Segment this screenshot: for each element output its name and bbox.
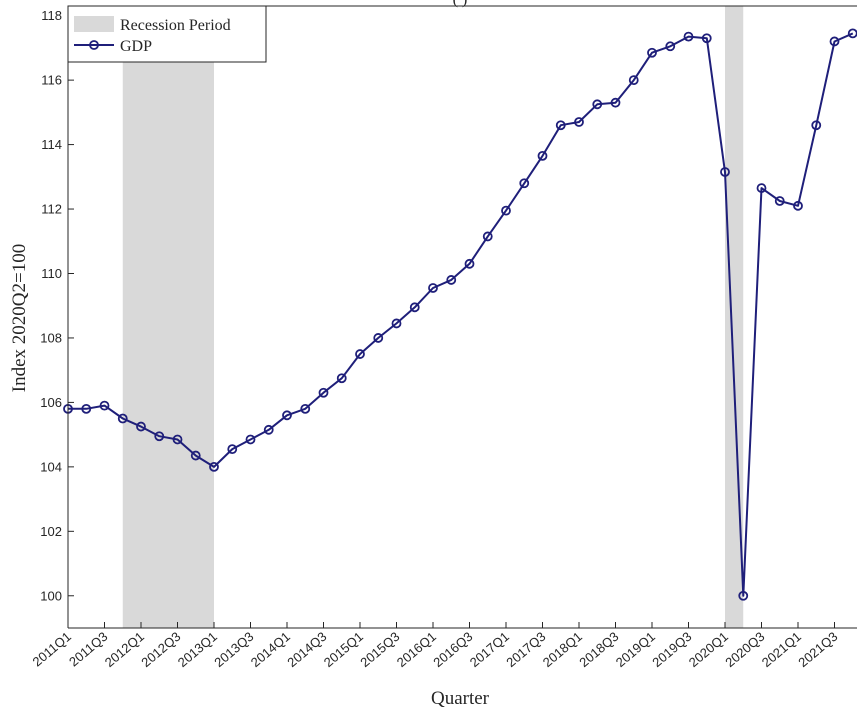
gdp-point-2013Q3 bbox=[245, 434, 256, 445]
gdp-point-2016Q4 bbox=[482, 231, 493, 242]
x-tick-label: 2020Q1 bbox=[686, 629, 731, 670]
x-tick-label: 2016Q1 bbox=[394, 629, 439, 670]
gdp-point-2017Q1 bbox=[501, 205, 511, 216]
gdp-point-2013Q2 bbox=[227, 444, 238, 455]
gdp-point-2020Q3 bbox=[756, 183, 767, 193]
y-axis-title: Index 2020Q2=100 bbox=[9, 244, 30, 392]
gdp-point-2018Q2 bbox=[592, 99, 603, 110]
legend-box bbox=[67, 5, 267, 63]
x-tick-label: 2021Q1 bbox=[759, 629, 804, 670]
gdp-point-2012Q4 bbox=[190, 450, 201, 461]
y-tick-label: 102 bbox=[40, 524, 62, 539]
recession-band-1 bbox=[122, 6, 214, 628]
legend: Recession Period GDP bbox=[67, 5, 267, 63]
x-axis-title: Quarter bbox=[431, 688, 490, 709]
gdp-point-2019Q1 bbox=[647, 47, 657, 58]
gdp-point-2021Q1 bbox=[793, 200, 803, 211]
gdp-point-2016Q2 bbox=[446, 275, 457, 285]
gdp-point-2011Q2 bbox=[81, 403, 92, 414]
x-tick-label: 2020Q3 bbox=[722, 629, 767, 670]
gdp-point-2015Q2 bbox=[373, 333, 384, 343]
gdp-point-2015Q4 bbox=[409, 302, 420, 313]
x-tick-label: 2017Q1 bbox=[467, 629, 512, 670]
x-tick-label: 2012Q3 bbox=[138, 629, 183, 670]
x-tick-label: 2018Q1 bbox=[540, 629, 585, 670]
y-axis-ticks: 100 102 104 106 108 110 112 114 116 118 bbox=[40, 8, 74, 603]
x-tick-label: 2015Q3 bbox=[357, 629, 402, 670]
x-tick-label: 2018Q3 bbox=[576, 629, 621, 670]
x-tick-label: 2012Q1 bbox=[102, 629, 147, 670]
legend-recession-label: Recession Period bbox=[120, 17, 231, 34]
gdp-point-2021Q2 bbox=[811, 120, 822, 131]
x-tick-label: 2014Q1 bbox=[248, 629, 293, 670]
gdp-point-2021Q3 bbox=[829, 36, 840, 47]
gdp-point-2011Q3 bbox=[99, 400, 110, 411]
gdp-point-2016Q1 bbox=[428, 283, 438, 293]
gdp-point-2020Q1 bbox=[720, 167, 730, 177]
gdp-point-2013Q1 bbox=[209, 461, 219, 472]
y-tick-label: 112 bbox=[41, 202, 62, 217]
gdp-point-2017Q3 bbox=[537, 150, 548, 161]
x-tick-label: 2013Q3 bbox=[211, 629, 256, 670]
gdp-point-2014Q2 bbox=[300, 403, 311, 414]
x-tick-label: 2016Q3 bbox=[430, 629, 475, 670]
x-tick-label: 2011Q3 bbox=[66, 629, 110, 670]
y-tick-label: 110 bbox=[41, 266, 62, 281]
gdp-point-2017Q4 bbox=[555, 120, 566, 131]
legend-gdp-marker bbox=[89, 40, 99, 50]
x-tick-label: 2017Q3 bbox=[503, 629, 548, 670]
gdp-series-layer bbox=[63, 28, 857, 601]
gdp-point-2018Q1 bbox=[574, 117, 584, 127]
y-tick-label: 118 bbox=[41, 8, 62, 23]
gdp-point-2019Q2 bbox=[665, 41, 676, 52]
chart-title-partial: ( ) bbox=[453, 0, 468, 8]
gdp-point-2012Q2 bbox=[154, 431, 165, 442]
x-tick-label: 2021Q3 bbox=[795, 629, 840, 670]
x-axis-ticks: 2011Q12011Q32012Q12012Q32013Q12013Q32014… bbox=[30, 622, 840, 670]
gdp-point-2016Q3 bbox=[464, 258, 475, 269]
gdp-point-2012Q3 bbox=[172, 434, 183, 445]
gdp-point-2015Q1 bbox=[355, 349, 365, 359]
y-tick-label: 108 bbox=[40, 330, 62, 345]
x-tick-label: 2015Q1 bbox=[321, 629, 366, 670]
gdp-point-2014Q1 bbox=[282, 410, 292, 421]
x-tick-label: 2014Q3 bbox=[284, 629, 329, 670]
gdp-point-2014Q3 bbox=[318, 387, 329, 398]
x-tick-label: 2011Q1 bbox=[30, 629, 74, 670]
gdp-point-2011Q4 bbox=[117, 413, 128, 424]
gdp-point-2019Q4 bbox=[701, 33, 712, 44]
gdp-point-2019Q3 bbox=[683, 31, 694, 42]
gdp-point-2014Q4 bbox=[336, 373, 347, 384]
gdp-point-2013Q4 bbox=[263, 424, 274, 435]
y-tick-label: 116 bbox=[41, 73, 62, 88]
y-tick-label: 114 bbox=[41, 137, 62, 152]
recession-shading-layer bbox=[122, 6, 744, 628]
gdp-point-2020Q2 bbox=[738, 590, 749, 601]
y-tick-label: 104 bbox=[40, 459, 62, 474]
gdp-point-2020Q4 bbox=[774, 196, 785, 206]
gdp-point-2018Q3 bbox=[610, 97, 621, 108]
y-tick-label: 106 bbox=[40, 395, 62, 410]
gdp-point-2015Q3 bbox=[391, 318, 402, 329]
gdp-point-2012Q1 bbox=[136, 421, 146, 432]
y-tick-label: 100 bbox=[40, 588, 62, 603]
x-tick-label: 2019Q1 bbox=[613, 629, 658, 670]
x-tick-label: 2013Q1 bbox=[175, 629, 220, 670]
x-tick-label: 2019Q3 bbox=[649, 629, 694, 670]
gdp-point-2018Q4 bbox=[628, 75, 639, 86]
gdp-point-2017Q2 bbox=[519, 178, 530, 189]
legend-recession-swatch bbox=[74, 16, 114, 32]
legend-gdp-label: GDP bbox=[120, 38, 152, 55]
